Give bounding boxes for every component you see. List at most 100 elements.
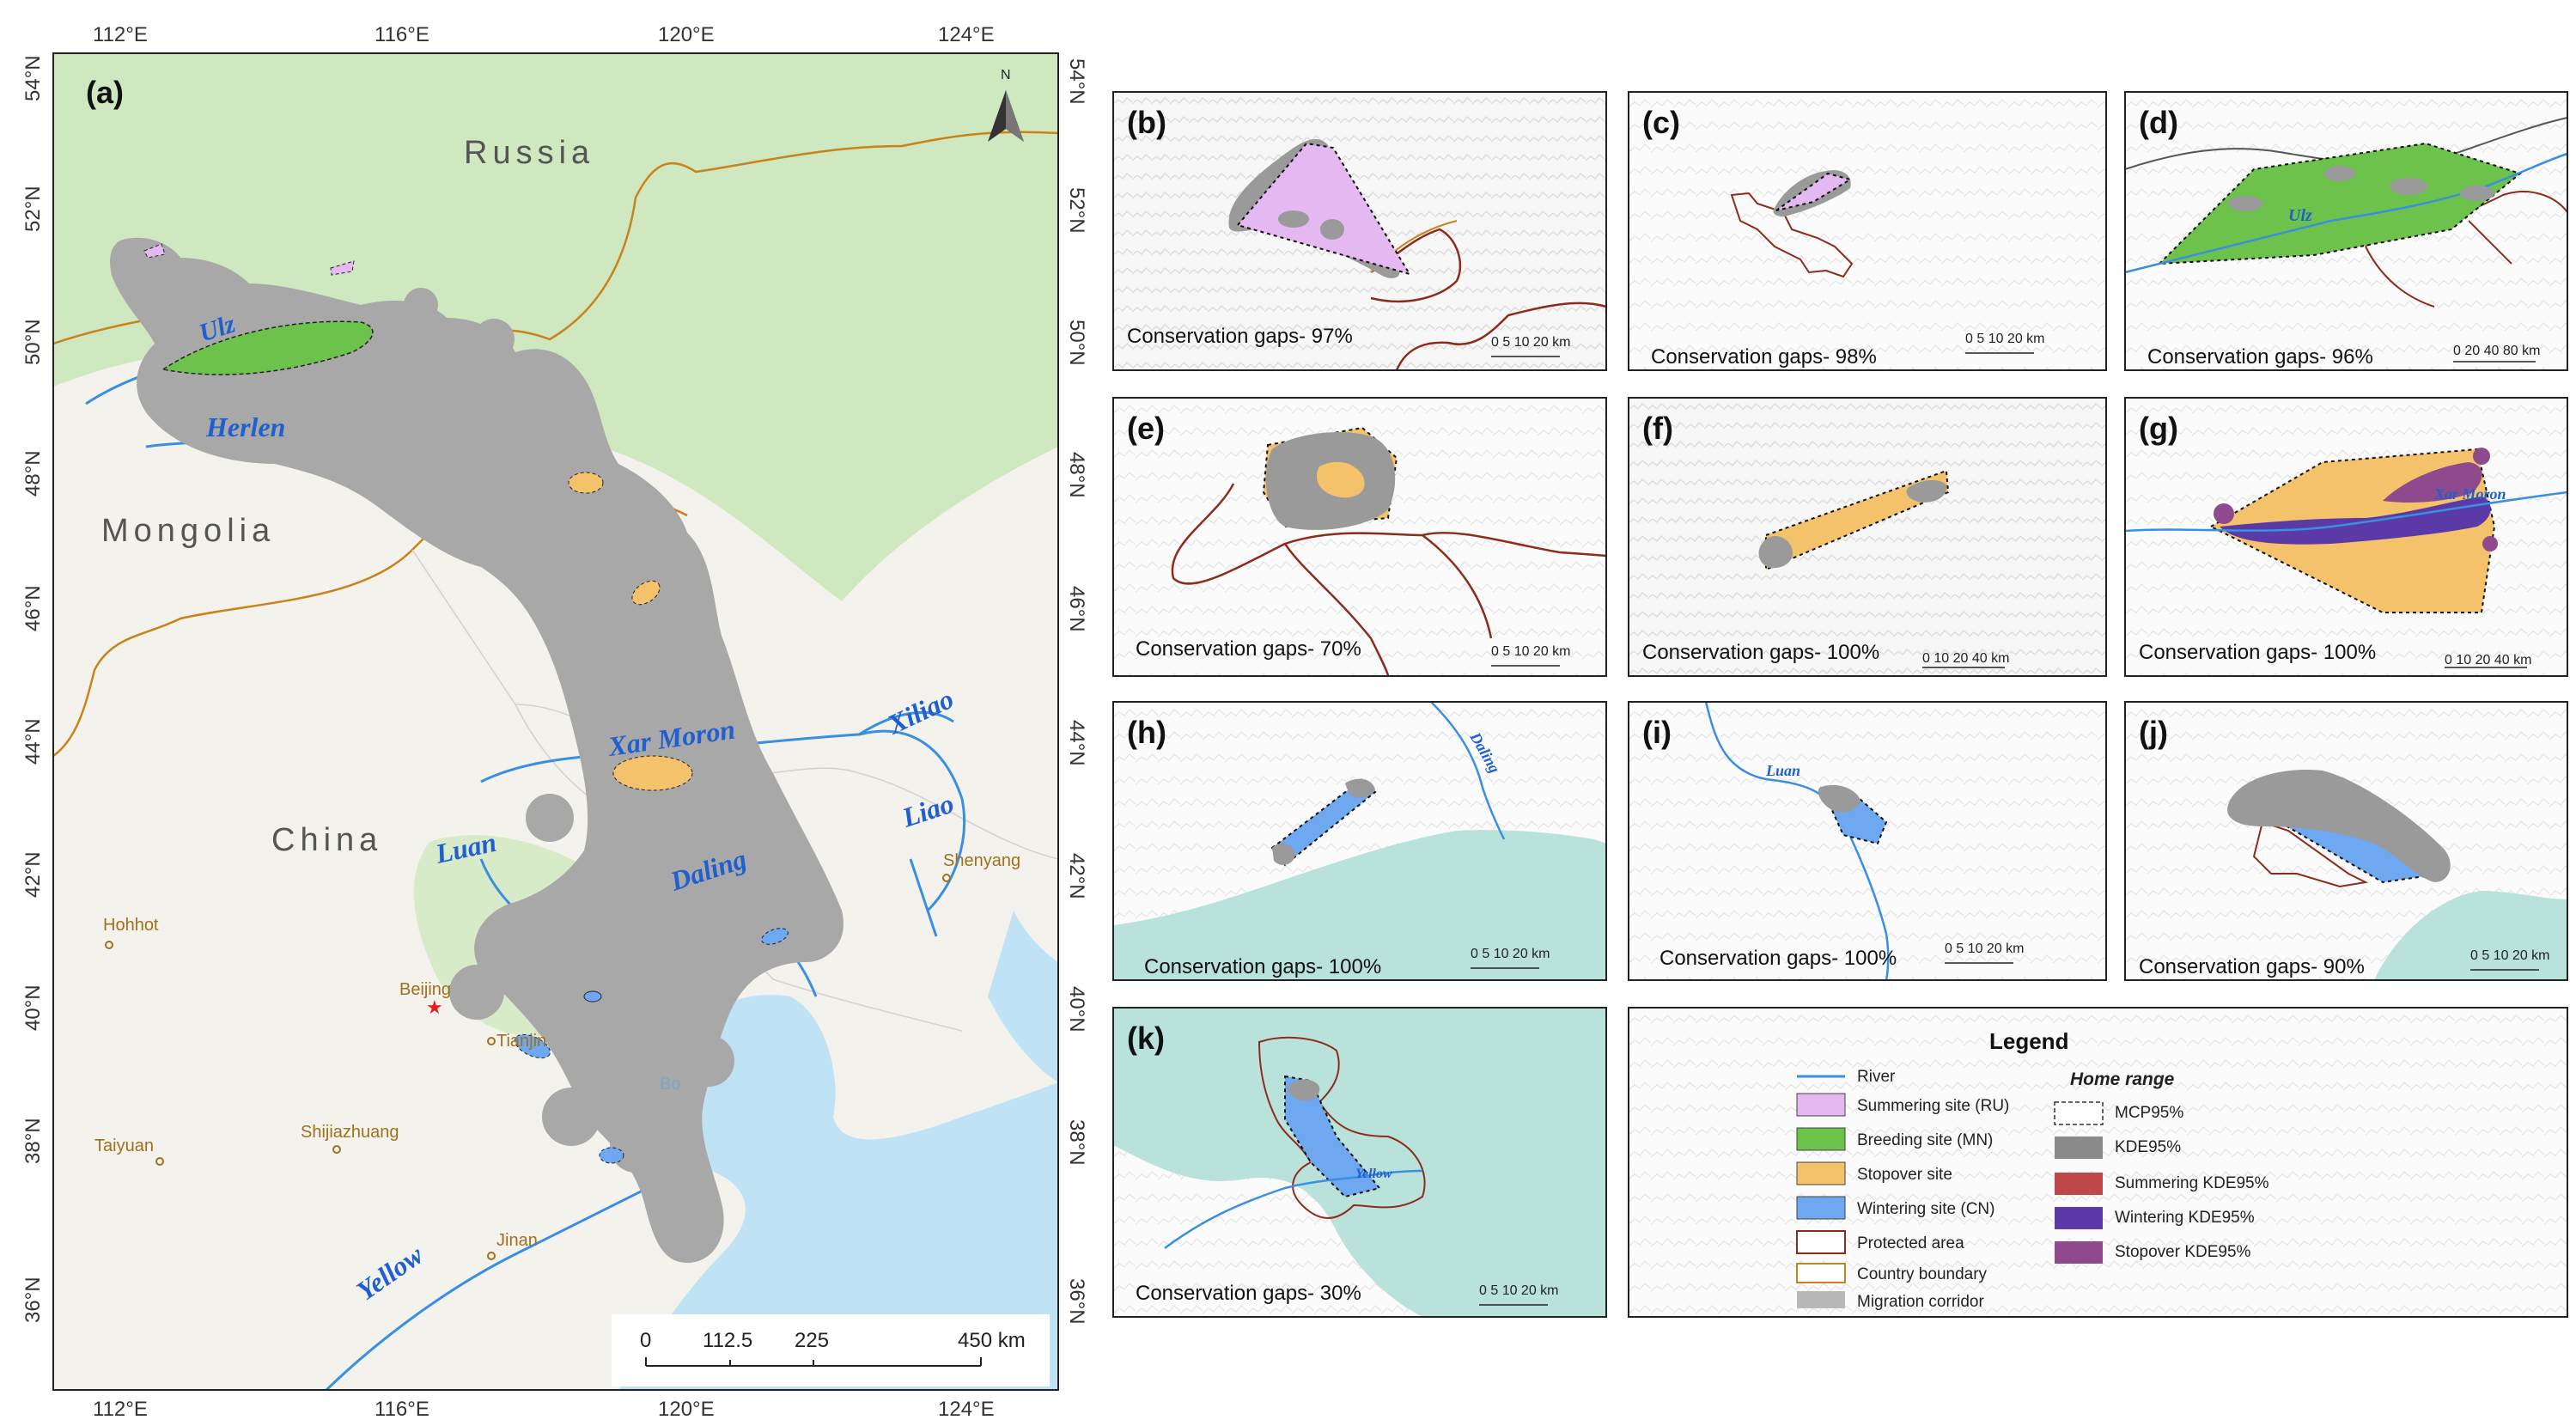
legend-swatch-wintering-kde	[2055, 1207, 2103, 1229]
legend-swatch-corridor	[1797, 1291, 1845, 1308]
corridor-east-lobe	[650, 821, 810, 939]
lon-ticks-top: 112°E 116°E 120°E 124°E	[93, 23, 995, 46]
protected-area	[1370, 228, 1607, 371]
protected-area	[1258, 1036, 1426, 1219]
legend-label: MCP95%	[2115, 1104, 2183, 1122]
panel-e: (e) Conservation gaps- 70% 0 5 10 20 km	[1112, 397, 1607, 677]
scale-bar-text: 0 5 10 20 km	[1491, 335, 1571, 350]
kde95	[1818, 784, 1860, 813]
city-label-shenyang: Shenyang	[943, 851, 1020, 870]
protected-area	[1171, 483, 1607, 677]
scale-bar-label: 112.5	[703, 1329, 752, 1352]
river-liao	[909, 858, 938, 937]
lat-ticks-right: 54°N 52°N 50°N 48°N 46°N 44°N 42°N 40°N …	[1065, 58, 1088, 1325]
panel-label: (g)	[2139, 411, 2178, 446]
panel-label: (b)	[1127, 105, 1166, 140]
stopover-kde95-blob	[2482, 536, 2498, 552]
panel-bg	[1629, 92, 2106, 370]
river-label: Yellow	[1355, 1167, 1392, 1181]
corridor-north	[110, 237, 843, 1263]
city-marker-hohhot	[105, 941, 113, 949]
legend-label: Protected area	[1857, 1234, 1964, 1252]
scale-bar-text: 0 5 10 20 km	[1491, 644, 1571, 659]
panel-label: (h)	[1127, 715, 1166, 750]
summering-site-ru	[1236, 142, 1412, 276]
panel-frame	[1628, 91, 2107, 371]
city-label-shijiazhuang: Shijiazhuang	[301, 1123, 399, 1142]
corridor-blob	[683, 1035, 734, 1087]
conservation-gaps-label: Conservation gaps- 90%	[2139, 955, 2365, 978]
corridor-blob	[473, 319, 515, 360]
river	[1430, 701, 1506, 840]
lat-tick-label: 50°N	[21, 319, 45, 365]
scale-bar-background	[612, 1314, 1050, 1386]
stopover-site-inner	[1316, 461, 1365, 498]
lat-tick-label: 38°N	[1065, 1119, 1088, 1166]
kde95-blob	[1278, 210, 1309, 228]
legend-label: Summering KDE95%	[2115, 1174, 2269, 1192]
panel-label: (i)	[1642, 715, 1672, 750]
panel-i: Luan (i) Conservation gaps- 100% 0 5 10 …	[1628, 701, 2107, 981]
river	[2124, 152, 2568, 274]
panel-h: Daling (h) Conservation gaps- 100% 0 5 1…	[1112, 701, 1607, 981]
legend-swatch-stopover-kde	[2055, 1241, 2103, 1264]
lat-tick-label: 40°N	[1065, 986, 1088, 1033]
legend-swatch-country	[1796, 1263, 1846, 1283]
lat-tick-label: 48°N	[1065, 452, 1088, 498]
breeding-site-mn	[161, 320, 374, 375]
river-label: Ulz	[2288, 206, 2312, 225]
kde95	[1288, 1079, 1320, 1101]
scale-bar-text: 0 5 10 20 km	[1479, 1283, 1559, 1298]
sea	[1113, 830, 1606, 980]
scale-bar-text: 0 10 20 40 km	[2445, 653, 2531, 667]
scale-bar-text: 0 5 10 20 km	[2470, 948, 2550, 963]
legend-label: Wintering site (CN)	[1857, 1200, 1994, 1218]
legend-swatch-breeding	[1796, 1127, 1846, 1151]
legend-swatch-summering-kde	[2055, 1173, 2103, 1195]
lon-tick-label: 116°E	[375, 1398, 429, 1421]
stopover-site	[631, 580, 661, 606]
wintering-site-cn	[599, 1147, 624, 1164]
river-yellow	[325, 1175, 671, 1392]
lat-ticks-left: 54°N 52°N 50°N 48°N 46°N 44°N 42°N 40°N …	[21, 55, 45, 1323]
corridor-blob	[610, 1121, 661, 1173]
panel-label: (j)	[2139, 715, 2168, 750]
scale-bar-text: 0 20 40 80 km	[2453, 344, 2540, 358]
lon-ticks-bottom: 112°E 116°E 120°E 124°E	[93, 1398, 995, 1421]
lat-tick-label: 44°N	[21, 718, 45, 765]
stopover-site	[568, 472, 604, 494]
lat-tick-label: 42°N	[21, 851, 45, 898]
lat-tick-label: 54°N	[1065, 58, 1088, 105]
city-marker-taiyuan	[155, 1157, 164, 1166]
protected-area	[1730, 192, 1854, 278]
panel-frame	[1112, 1007, 1607, 1318]
scale-bar-label: 225	[795, 1329, 829, 1352]
panel-frame	[1112, 91, 1607, 371]
legend-label: Breeding site (MN)	[1857, 1131, 1993, 1149]
summering-site-ru	[1775, 172, 1853, 211]
lat-tick-label: 50°N	[1065, 320, 1088, 366]
stopover-kde95-blob	[2473, 448, 2490, 465]
land	[1113, 1145, 1422, 1317]
city-label-beijing: Beijing	[399, 980, 451, 999]
legend-label: Stopover site	[1857, 1166, 1952, 1184]
legend-bg	[1629, 1008, 2567, 1317]
north-arrow-icon-half	[1006, 90, 1024, 142]
city-label-taiyuan: Taiyuan	[94, 1137, 154, 1155]
conservation-gaps-label: Conservation gaps- 97%	[1127, 325, 1353, 348]
corridor-blob	[542, 1088, 600, 1146]
scale-bar-label: 0	[640, 1329, 651, 1352]
kde95-blob	[2460, 186, 2494, 201]
panel-g: Xar Moron (g) Conservation gaps- 100% 0 …	[2124, 397, 2568, 677]
scale-bar-text: 0 10 20 40 km	[1922, 651, 2009, 666]
wintering-site-cn	[515, 1033, 551, 1059]
river-label: Luan	[1765, 762, 1800, 779]
kde95-blob	[2228, 196, 2262, 211]
conservation-gaps-label: Conservation gaps- 100%	[1144, 955, 1381, 978]
conservation-gaps-label: Conservation gaps- 30%	[1136, 1282, 1361, 1305]
country-label-china: China	[271, 822, 382, 858]
legend-title: Legend	[1989, 1028, 2068, 1054]
country-label-mongolia: Mongolia	[101, 513, 275, 549]
legend-home-range-title: Home range	[2070, 1070, 2175, 1089]
